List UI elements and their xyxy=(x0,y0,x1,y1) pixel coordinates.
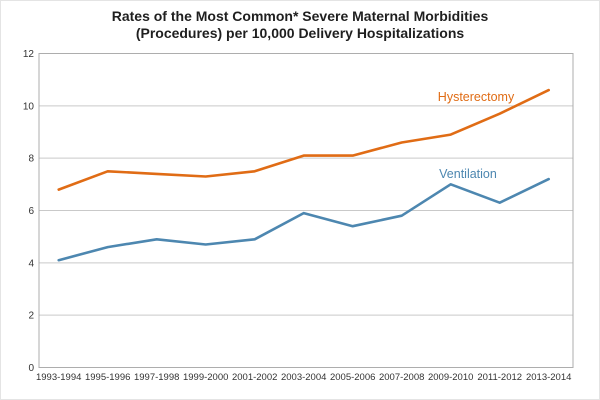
plot-area-border xyxy=(38,53,574,368)
x-axis-label: 1997-1998 xyxy=(134,372,179,383)
x-axis-label: 2013-2014 xyxy=(526,372,571,383)
chart-title-line1: Rates of the Most Common* Severe Materna… xyxy=(111,8,489,24)
x-axis-label: 1999-2000 xyxy=(183,372,228,383)
y-axis-label: 0 xyxy=(28,363,34,374)
y-axis-label: 12 xyxy=(23,49,35,60)
x-axis-label: 2011-2012 xyxy=(477,372,522,383)
x-axis-label: 2007-2008 xyxy=(379,372,424,383)
y-axis-label: 4 xyxy=(28,258,34,269)
x-axis-label: 2003-2004 xyxy=(281,372,326,383)
x-axis-label: 1993-1994 xyxy=(36,372,81,383)
x-axis-label: 2001-2002 xyxy=(232,372,277,383)
ventilation-line xyxy=(57,177,551,262)
x-axis-label: 2009-2010 xyxy=(428,372,473,383)
x-axis-label: 1995-1996 xyxy=(85,372,130,383)
chart-title-line2: (Procedures) per 10,000 Delivery Hospita… xyxy=(135,24,465,41)
y-axis-label: 2 xyxy=(28,311,34,322)
y-axis-label: 6 xyxy=(28,206,34,217)
series-label-hysterectomy: Hysterectomy xyxy=(438,90,515,104)
y-axis-label: 10 xyxy=(23,101,35,112)
hysterectomy-line xyxy=(57,88,551,191)
series-label-ventilation: Ventilation xyxy=(439,167,497,181)
x-axis-label: 2005-2006 xyxy=(330,372,375,383)
y-axis-label: 8 xyxy=(28,154,34,165)
chart-title: Rates of the Most Common* Severe Materna… xyxy=(1,8,599,41)
